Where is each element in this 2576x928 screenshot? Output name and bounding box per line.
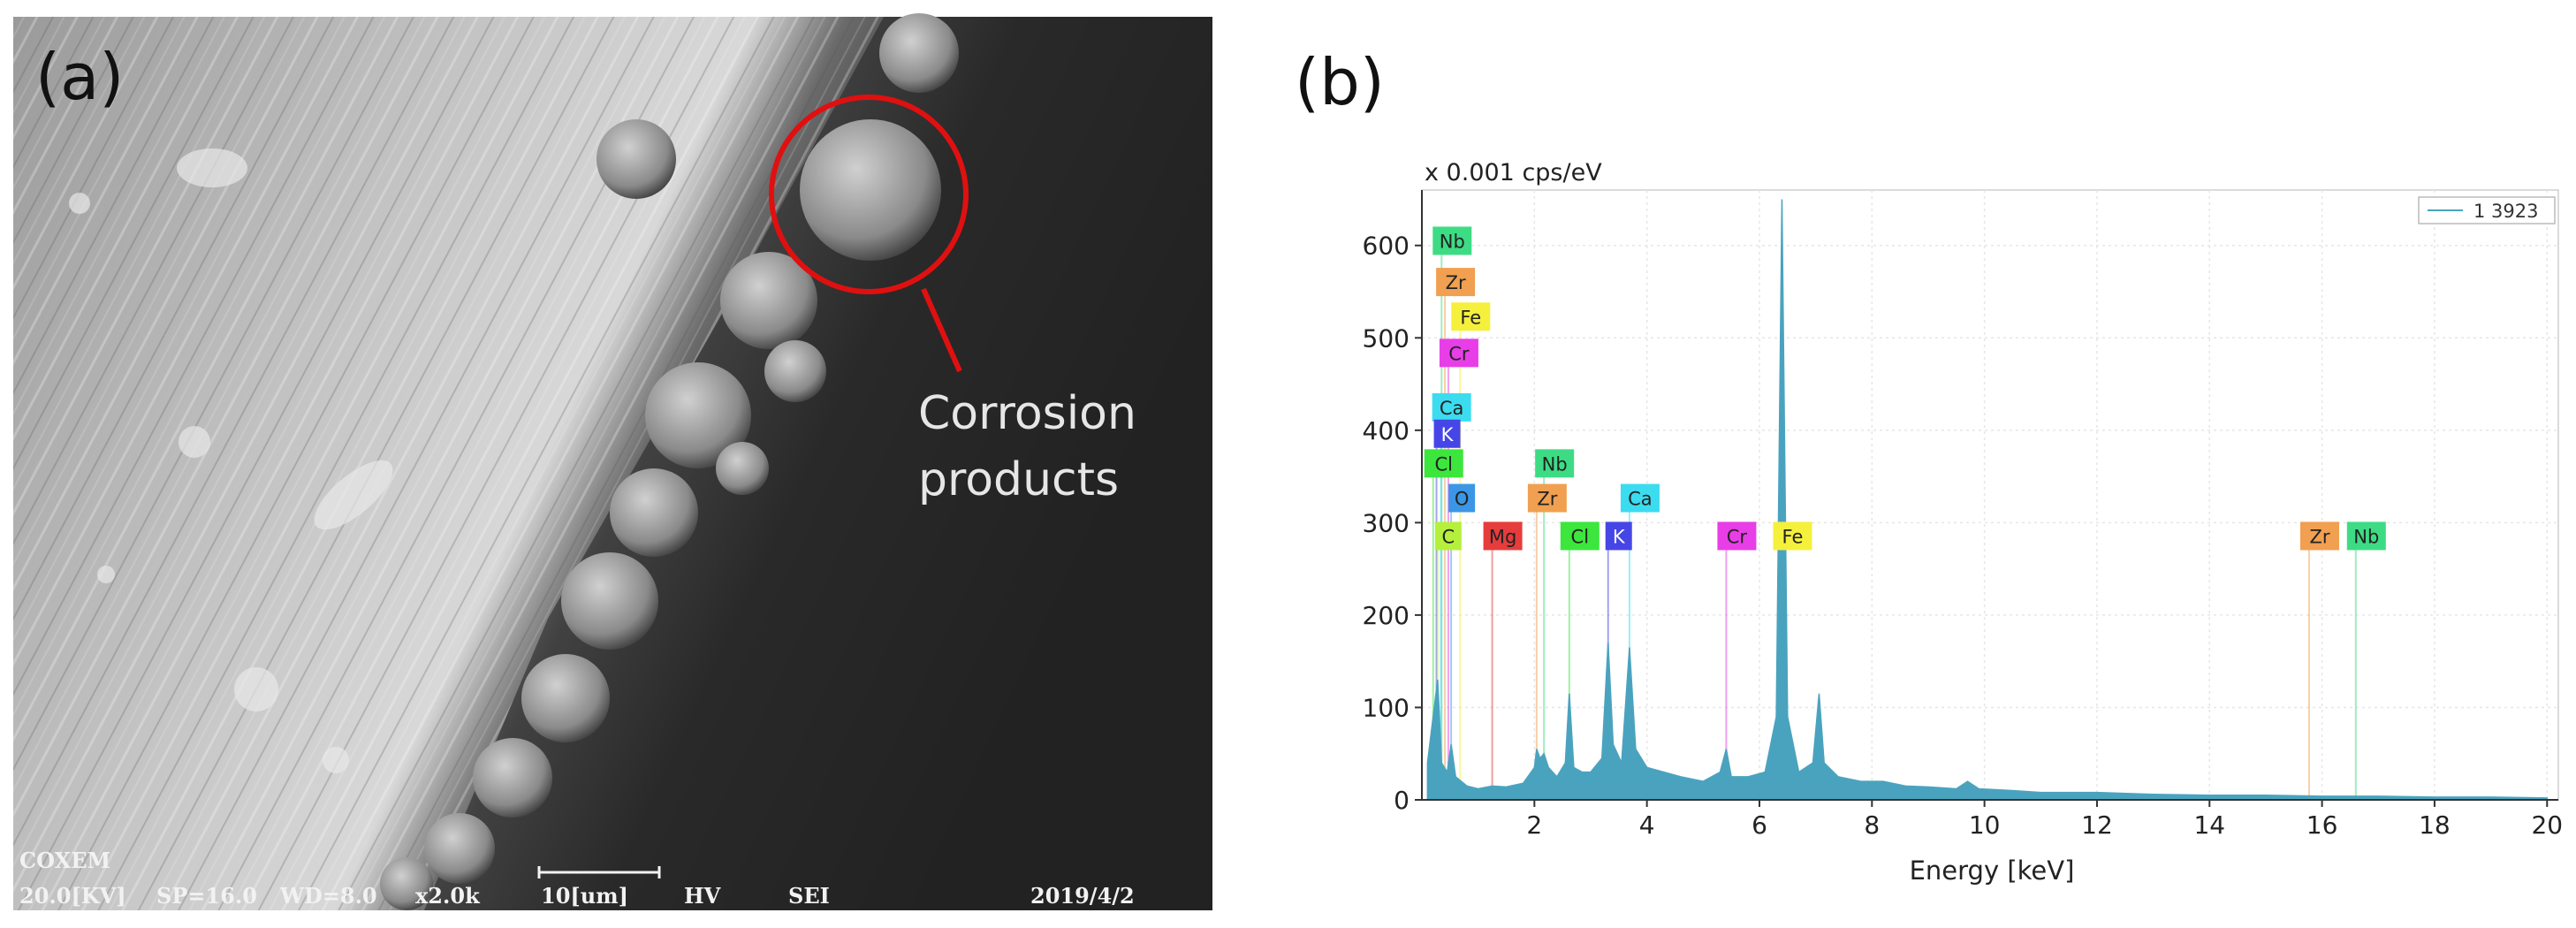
element-label: Cr	[1727, 526, 1748, 547]
element-label-box	[1434, 521, 1462, 551]
annotation: Corrosion	[918, 387, 1136, 440]
element-label-box	[1535, 449, 1575, 478]
plot-area	[1421, 189, 2559, 801]
x-tick-label: 4	[1639, 810, 1655, 840]
element-label: C	[1441, 526, 1455, 547]
element-label-box	[1773, 521, 1812, 551]
sem-info-item: 10[um]	[541, 883, 628, 909]
sem-brand: COXEM	[19, 848, 110, 873]
element-label-box	[2346, 521, 2386, 551]
sem-info-item: HV	[684, 883, 721, 909]
element-label: Nb	[2353, 526, 2379, 547]
y-tick-label: 600	[1363, 232, 1410, 261]
sem-info-item: SP=16.0	[156, 883, 257, 909]
element-label: Ca	[1628, 489, 1653, 510]
chart: 0 100 200 300 400 500 600 2 4 6 8 10 12 14 16 18 20 1 392…	[1363, 189, 2563, 840]
sem-info-item: 2019/4/2	[1030, 883, 1135, 909]
y-tick-label: 200	[1363, 601, 1410, 630]
element-label-box	[1620, 483, 1660, 513]
x-tick-label: 6	[1752, 810, 1767, 840]
sem-info-item: WD=8.0	[279, 883, 377, 909]
element-label: Cr	[1448, 343, 1470, 364]
element-label-box	[1483, 521, 1523, 551]
y-tick-label: 500	[1363, 323, 1410, 353]
x-tick-label: 8	[1864, 810, 1880, 840]
element-label: Fe	[1782, 526, 1804, 547]
panel-label: (b)	[1295, 45, 1385, 119]
sem-info-item: 20.0[KV]	[19, 883, 126, 909]
element-label-box	[1717, 521, 1757, 551]
y-tick-label: 0	[1394, 786, 1410, 815]
element-label-box	[1432, 226, 1472, 255]
element-label-box	[1448, 483, 1476, 513]
element-label-box	[2299, 521, 2339, 551]
element-label-box	[1560, 521, 1600, 551]
element-label: Zr	[1446, 272, 1466, 293]
element-label: Nb	[1440, 231, 1465, 252]
element-label: Ca	[1440, 398, 1464, 419]
element-label-box	[1433, 419, 1461, 448]
element-label-box	[1424, 449, 1463, 478]
element-label-box	[1439, 338, 1478, 368]
y-tick-label: 300	[1363, 508, 1410, 537]
element-label-box	[1605, 521, 1632, 551]
element-label-box	[1451, 302, 1491, 331]
element-label: Cl	[1434, 453, 1453, 475]
x-tick-label: 16	[2306, 810, 2338, 840]
x-tick-label: 12	[2081, 810, 2113, 840]
legend-label: 1 3923	[2473, 201, 2538, 222]
element-label-box	[1436, 268, 1476, 297]
element-label: K	[1441, 424, 1455, 445]
panel-label: (a)	[35, 40, 124, 114]
spectrum	[1426, 199, 2549, 801]
element-label: Zr	[2309, 526, 2329, 547]
sem-image	[13, 13, 1212, 910]
sem-info: 20.0[KV] SP=16.0 WD=8.0 x2.0k 10[um] HV SEI 201…	[19, 883, 1135, 909]
x-tick-label: 18	[2419, 810, 2451, 840]
y-tick-label: 100	[1363, 693, 1410, 722]
x-axis-label: Energy [keV]	[1910, 856, 2075, 886]
y-tick-label: 400	[1363, 416, 1410, 445]
element-label: Nb	[1542, 453, 1568, 475]
x-tick-label: 10	[1969, 810, 2001, 840]
y-unit: x 0.001 cps/eV	[1425, 159, 1602, 186]
element-label: Cl	[1571, 526, 1590, 547]
element-label: K	[1613, 526, 1626, 547]
element-label: O	[1455, 489, 1470, 510]
x-tick-label: 20	[2531, 810, 2563, 840]
element-label-box	[1527, 483, 1567, 513]
sem-info-item: SEI	[788, 883, 830, 909]
element-label: Fe	[1460, 307, 1481, 328]
element-label: Mg	[1489, 526, 1516, 547]
element-label: Zr	[1537, 489, 1557, 510]
sem-info-item: x2.0k	[415, 883, 481, 909]
annotation: products	[918, 453, 1119, 506]
element-label-box	[1432, 392, 1471, 422]
x-tick-label: 2	[1526, 810, 1542, 840]
x-tick-label: 14	[2193, 810, 2225, 840]
